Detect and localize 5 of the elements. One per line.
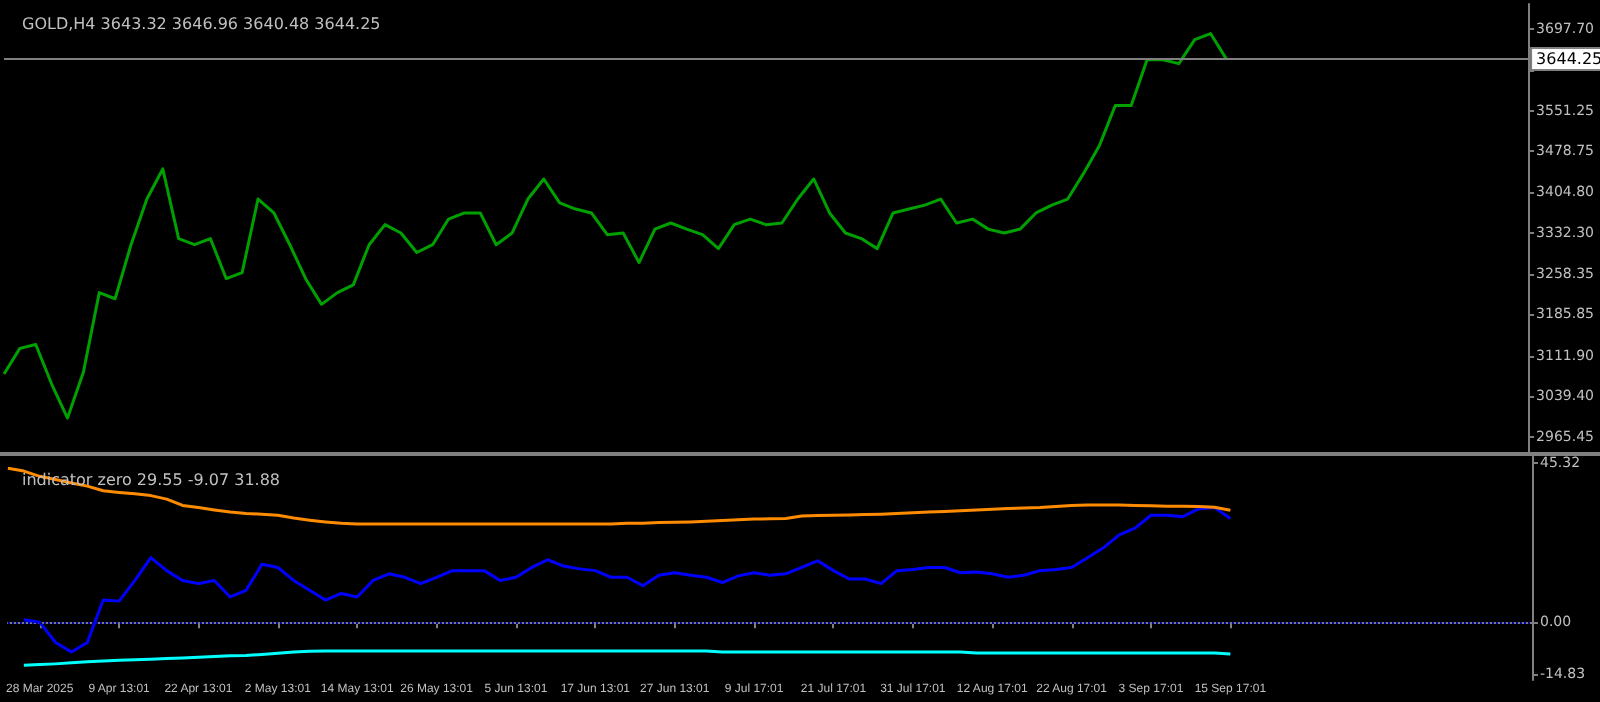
- text: GOLD,H4 3643.32 3646.96 3640.48 3644.25: [22, 15, 381, 33]
- line-series: [6, 466, 1232, 526]
- line-series: [22, 649, 1232, 667]
- line-series: [2, 32, 1228, 420]
- line-series: [22, 506, 1232, 654]
